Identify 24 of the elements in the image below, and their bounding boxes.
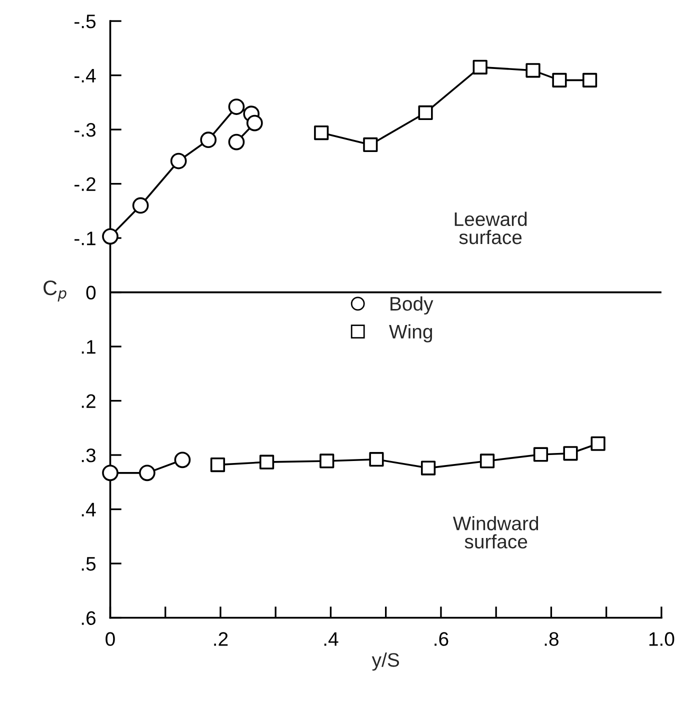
y-tick-label: -.5 xyxy=(74,14,96,28)
x-tick-label: 0 xyxy=(106,632,115,646)
y-tick-label: -.1 xyxy=(74,232,96,246)
y-axis-title: C$_{p}$ xyxy=(44,280,66,302)
x-tick-label: .8 xyxy=(544,632,558,646)
x-tick-label: 1.0 xyxy=(649,632,674,646)
y-tick-label: 0 xyxy=(86,286,96,300)
x-axis-title: y/S xyxy=(372,652,399,671)
legend-label: Wing xyxy=(389,324,432,342)
y-tick-label: -.2 xyxy=(74,177,96,191)
y-tick-label: .5 xyxy=(82,557,96,571)
y-tick-label: .1 xyxy=(82,340,96,354)
annotation: Leeward surface xyxy=(454,212,527,244)
annotation: Windward surface xyxy=(452,516,538,549)
legend-label: Body xyxy=(390,296,434,315)
x-tick-label: .6 xyxy=(434,632,448,646)
x-tick-label: .4 xyxy=(324,632,338,646)
y-tick-label: .2 xyxy=(82,394,96,408)
y-tick-label: .3 xyxy=(82,448,96,462)
y-tick-label: .6 xyxy=(82,611,96,625)
y-tick-label: .4 xyxy=(82,502,96,516)
y-tick-label: -.3 xyxy=(74,123,96,137)
x-tick-label: .2 xyxy=(214,632,228,646)
y-tick-label: -.4 xyxy=(74,68,96,82)
